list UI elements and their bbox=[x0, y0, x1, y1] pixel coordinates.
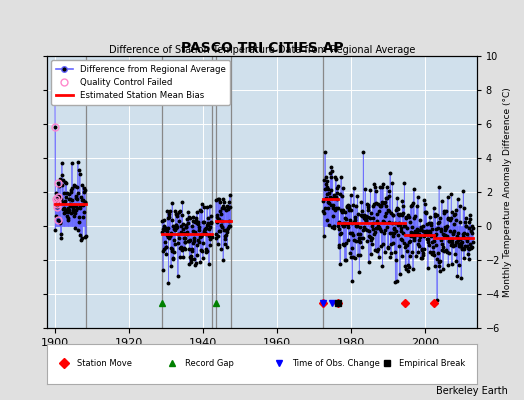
Text: Record Gap: Record Gap bbox=[184, 359, 234, 368]
Legend: Difference from Regional Average, Quality Control Failed, Estimated Station Mean: Difference from Regional Average, Qualit… bbox=[51, 60, 230, 104]
Title: Difference of Station Temperature Data from Regional Average: Difference of Station Temperature Data f… bbox=[109, 45, 415, 55]
Title: PASCO TRI CITIES AP: PASCO TRI CITIES AP bbox=[181, 41, 343, 55]
Text: Station Move: Station Move bbox=[77, 359, 132, 368]
Text: Time of Obs. Change: Time of Obs. Change bbox=[292, 359, 380, 368]
Y-axis label: Monthly Temperature Anomaly Difference (°C): Monthly Temperature Anomaly Difference (… bbox=[503, 87, 512, 297]
Text: Berkeley Earth: Berkeley Earth bbox=[436, 386, 508, 396]
Text: Empirical Break: Empirical Break bbox=[399, 359, 466, 368]
